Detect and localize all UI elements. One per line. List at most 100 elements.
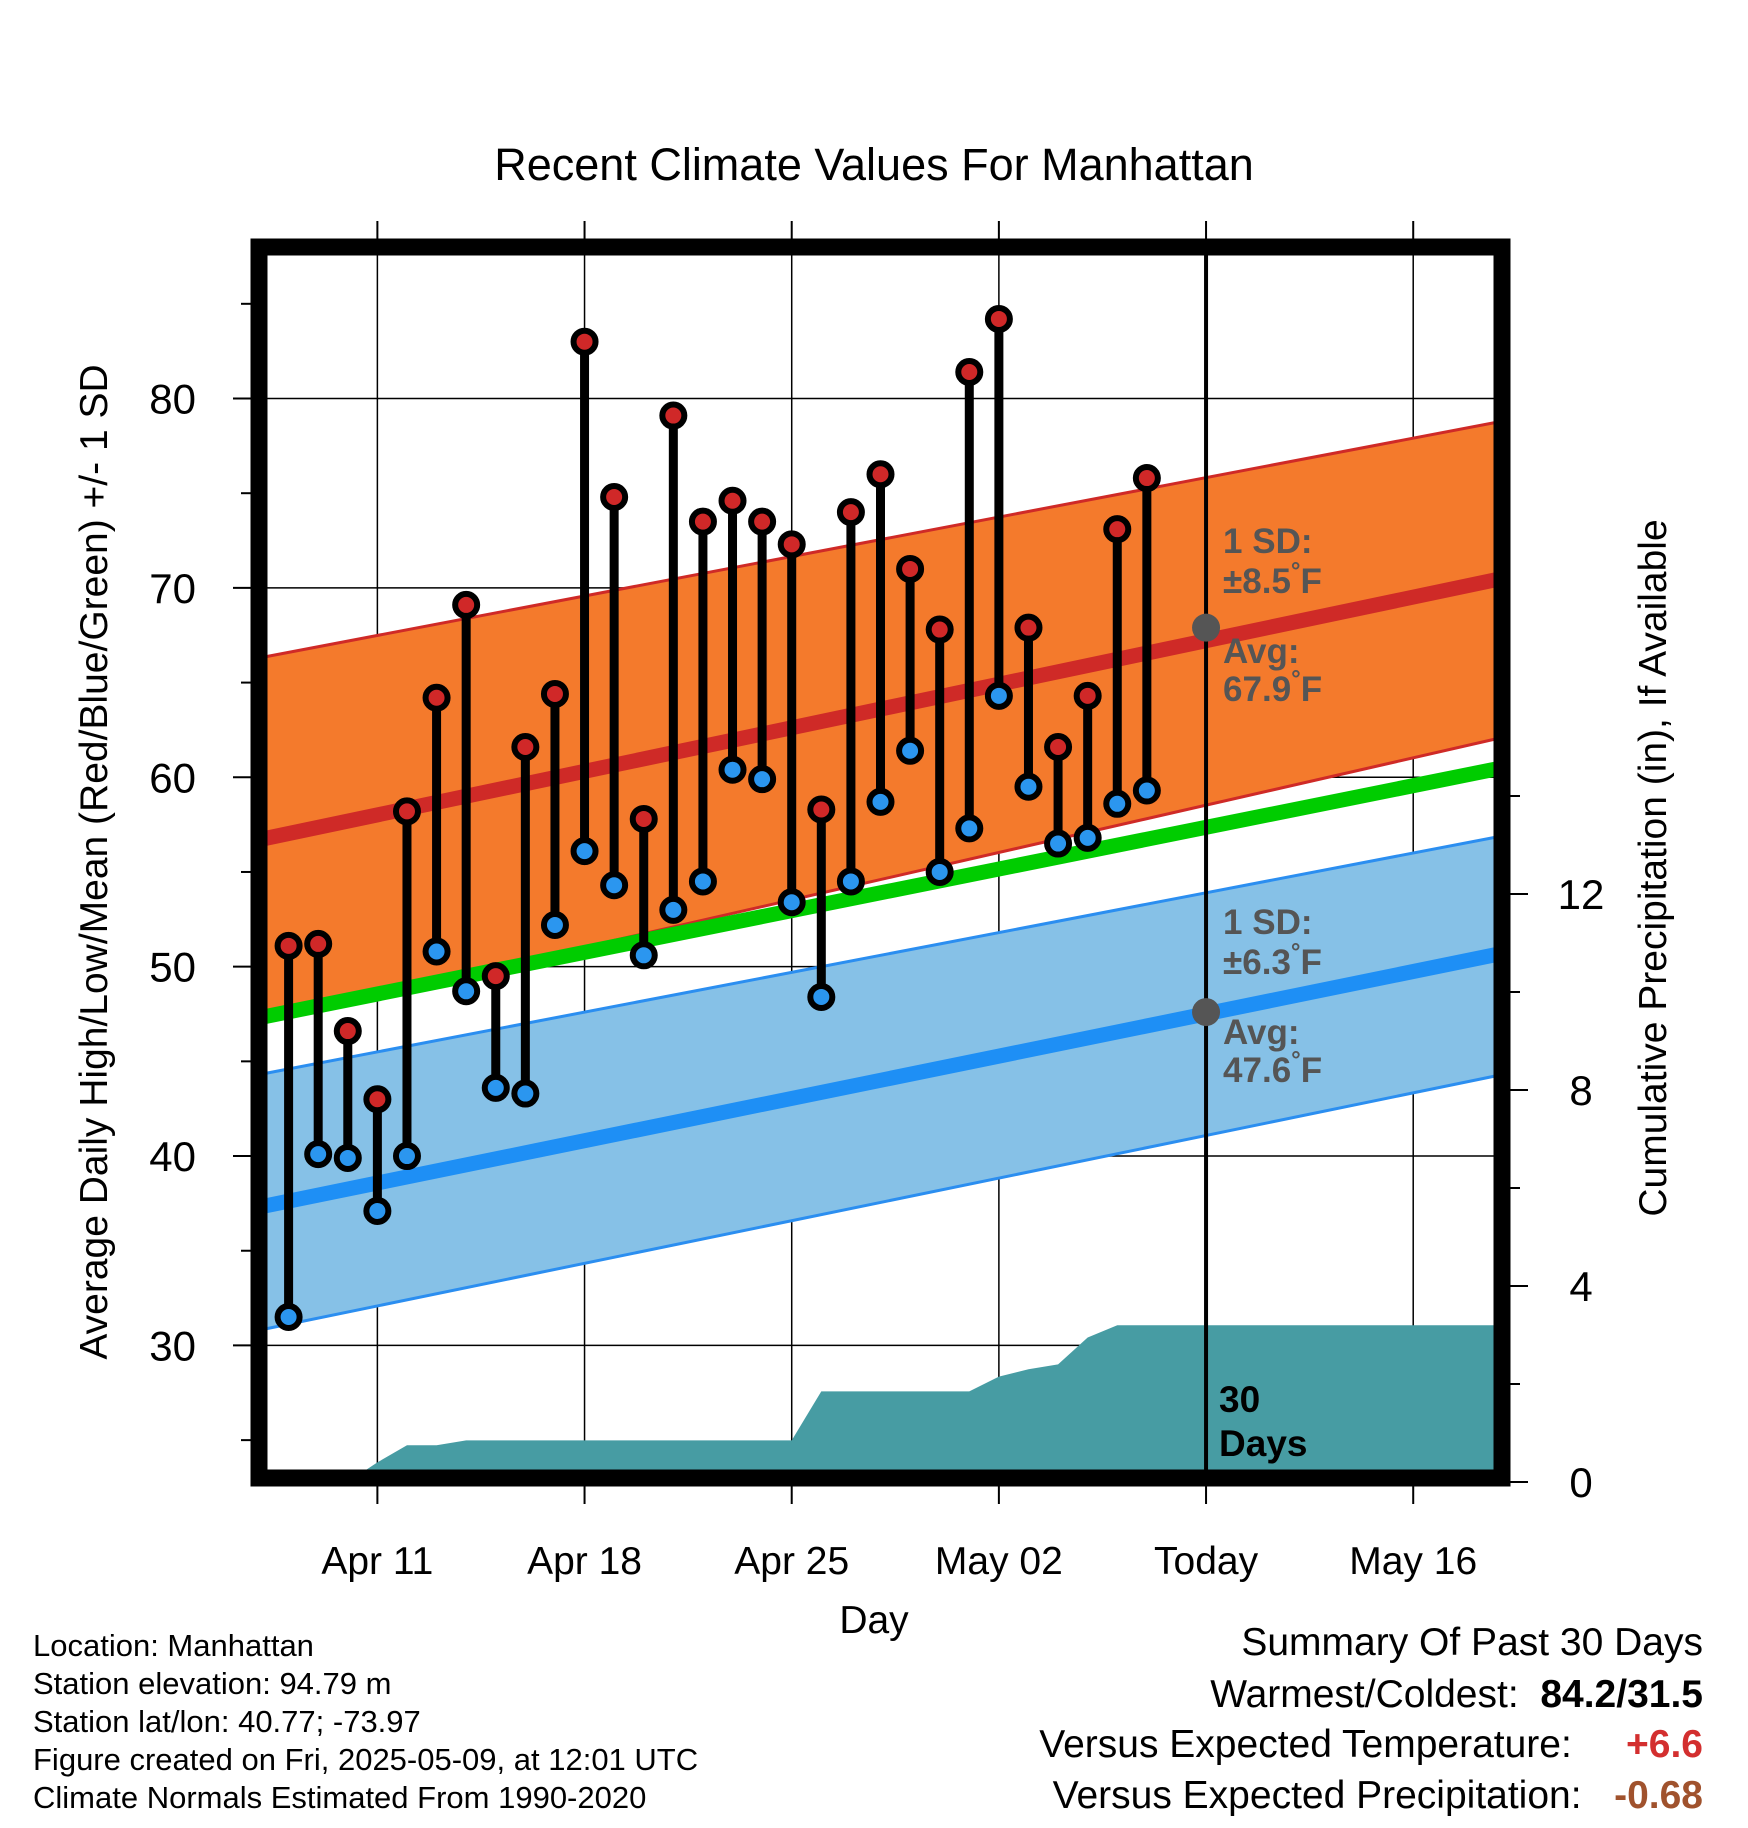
high-point-2025-05-02 bbox=[984, 304, 1013, 333]
precipitation-fill bbox=[318, 1325, 1503, 1482]
precip-anomaly-label: Versus Expected Precipitation: bbox=[1052, 1774, 1582, 1817]
low-point-2025-04-09 bbox=[304, 1140, 333, 1169]
low-point-2025-04-28 bbox=[866, 787, 895, 816]
warmest-coldest-value: 84.2/31.5 bbox=[1540, 1673, 1703, 1716]
high-point-2025-05-01 bbox=[955, 357, 984, 386]
y-axis-label: Average Daily High/Low/Mean (Red/Blue/Gr… bbox=[73, 364, 116, 1359]
high-point-2025-04-17 bbox=[540, 679, 569, 708]
low-point-2025-04-21 bbox=[659, 895, 688, 924]
daily-range-bars bbox=[284, 318, 1152, 1318]
high-annotation-line-3: 67.9°F bbox=[1223, 666, 1322, 709]
high-annotation-line-2: Avg: bbox=[1223, 632, 1299, 671]
y2-tick-label-4: 4 bbox=[1569, 1263, 1592, 1310]
latlon-text: Station lat/lon: 40.77; -73.97 bbox=[33, 1704, 421, 1739]
high-point-2025-04-18 bbox=[570, 327, 599, 356]
high-point-2025-04-10 bbox=[333, 1017, 362, 1046]
low-point-2025-05-02 bbox=[984, 681, 1013, 710]
normals-text: Climate Normals Estimated From 1990-2020 bbox=[33, 1780, 647, 1815]
low-point-2025-05-05 bbox=[1073, 823, 1102, 852]
elevation-text: Station elevation: 94.79 m bbox=[33, 1666, 392, 1701]
high-point-2025-04-28 bbox=[866, 460, 895, 489]
low-point-2025-04-13 bbox=[422, 937, 451, 966]
low-annotation-line-2: Avg: bbox=[1223, 1013, 1299, 1052]
daily-points bbox=[274, 304, 1161, 1332]
temp-anomaly-value: +6.6 bbox=[1626, 1723, 1703, 1766]
created-text: Figure created on Fri, 2025-05-09, at 12… bbox=[33, 1742, 699, 1777]
high-point-2025-04-13 bbox=[422, 683, 451, 712]
low-degree-sign: ° bbox=[1291, 939, 1301, 966]
low-point-2025-04-19 bbox=[600, 871, 629, 900]
low-point-2025-04-18 bbox=[570, 837, 599, 866]
low-avg-marker bbox=[1192, 998, 1221, 1027]
high-point-2025-04-29 bbox=[896, 554, 925, 583]
high-point-2025-04-23 bbox=[718, 486, 747, 515]
high-degree-sign: ° bbox=[1291, 558, 1301, 585]
y-axis-ticks: 30 40 50 60 70 80 bbox=[149, 302, 251, 1442]
low-point-2025-04-14 bbox=[452, 977, 481, 1006]
x-axis-ticks: Apr 11 Apr 18 Apr 25 May 02 Today May 16 bbox=[321, 221, 1477, 1583]
high-point-2025-05-05 bbox=[1073, 681, 1102, 710]
warmest-coldest-label: Warmest/Coldest: bbox=[1210, 1673, 1519, 1716]
low-sd-band-lower-edge bbox=[258, 1073, 1503, 1332]
summary-warmest-coldest: Warmest/Coldest: 84.2/31.5 bbox=[1210, 1673, 1703, 1717]
low-point-2025-04-29 bbox=[896, 736, 925, 765]
high-point-2025-04-27 bbox=[836, 498, 865, 527]
low-point-2025-04-12 bbox=[392, 1142, 421, 1171]
chart-title: Recent Climate Values For Manhattan bbox=[494, 139, 1254, 190]
x-tick-label-2025-04-11: Apr 11 bbox=[321, 1540, 433, 1583]
y2-tick-label-12: 12 bbox=[1558, 871, 1605, 918]
y2-tick-label-8: 8 bbox=[1569, 1067, 1592, 1114]
low-point-2025-05-03 bbox=[1014, 772, 1043, 801]
low-point-2025-05-07 bbox=[1132, 776, 1161, 805]
low-annotation-line-1: ±6.3°F bbox=[1223, 939, 1322, 982]
low-point-2025-04-24 bbox=[748, 765, 777, 794]
low-point-2025-04-20 bbox=[629, 941, 658, 970]
low-point-2025-04-25 bbox=[777, 888, 806, 917]
y2-axis-ticks: 0 4 8 12 bbox=[1510, 795, 1605, 1506]
summary-temp-anomaly: Versus Expected Temperature: +6.6 bbox=[1039, 1723, 1703, 1767]
low-point-2025-04-30 bbox=[925, 857, 954, 886]
high-point-2025-04-12 bbox=[392, 797, 421, 826]
y-tick-label-30: 30 bbox=[149, 1322, 196, 1369]
period-label-number: 30 bbox=[1219, 1379, 1260, 1420]
low-sd-band-upper-edge bbox=[258, 834, 1503, 1077]
low-point-2025-05-04 bbox=[1044, 829, 1073, 858]
low-degree-sign: ° bbox=[1291, 1047, 1301, 1074]
high-point-2025-04-22 bbox=[688, 507, 717, 536]
precip-anomaly-value: -0.68 bbox=[1614, 1774, 1703, 1817]
high-point-2025-04-11 bbox=[363, 1085, 392, 1114]
precipitation-area bbox=[318, 1325, 1503, 1482]
high-point-2025-04-26 bbox=[807, 795, 836, 824]
y2-tick-label-0: 0 bbox=[1569, 1459, 1592, 1506]
high-annotation-line-1: ±8.5°F bbox=[1223, 558, 1322, 601]
high-point-2025-04-20 bbox=[629, 804, 658, 833]
y2-axis-label: Cumulative Precipitation (in), If Availa… bbox=[1632, 519, 1675, 1216]
plot-frame bbox=[250, 238, 1511, 1487]
temp-anomaly-label: Versus Expected Temperature: bbox=[1039, 1723, 1572, 1766]
low-point-2025-04-27 bbox=[836, 867, 865, 896]
high-point-2025-04-19 bbox=[600, 482, 629, 511]
x-tick-label-2025-04-25: Apr 25 bbox=[734, 1540, 849, 1583]
high-point-2025-04-08 bbox=[274, 931, 303, 960]
high-unit-letter: F bbox=[1301, 562, 1322, 601]
summary-heading: Summary Of Past 30 Days bbox=[1241, 1621, 1703, 1664]
x-tick-label-2025-05-09: Today bbox=[1154, 1540, 1259, 1583]
high-point-2025-05-04 bbox=[1044, 732, 1073, 761]
low-unit-letter: F bbox=[1301, 1051, 1322, 1090]
low-point-2025-04-15 bbox=[481, 1073, 510, 1102]
high-point-2025-05-07 bbox=[1132, 464, 1161, 493]
low-point-2025-04-17 bbox=[540, 910, 569, 939]
x-axis-label: Day bbox=[839, 1599, 909, 1642]
y-tick-label-60: 60 bbox=[149, 754, 196, 801]
y-tick-label-50: 50 bbox=[149, 944, 196, 991]
high-point-2025-04-09 bbox=[304, 929, 333, 958]
high-point-2025-04-21 bbox=[659, 401, 688, 430]
station-info: Location: Manhattan Station elevation: 9… bbox=[33, 1627, 698, 1817]
low-point-2025-04-26 bbox=[807, 982, 836, 1011]
low-point-2025-04-22 bbox=[688, 867, 717, 896]
low-average-line bbox=[257, 946, 1504, 1215]
summary-precip-anomaly: Versus Expected Precipitation: -0.68 bbox=[1053, 1774, 1703, 1818]
high-point-2025-04-16 bbox=[511, 732, 540, 761]
low-point-2025-05-01 bbox=[955, 814, 984, 843]
